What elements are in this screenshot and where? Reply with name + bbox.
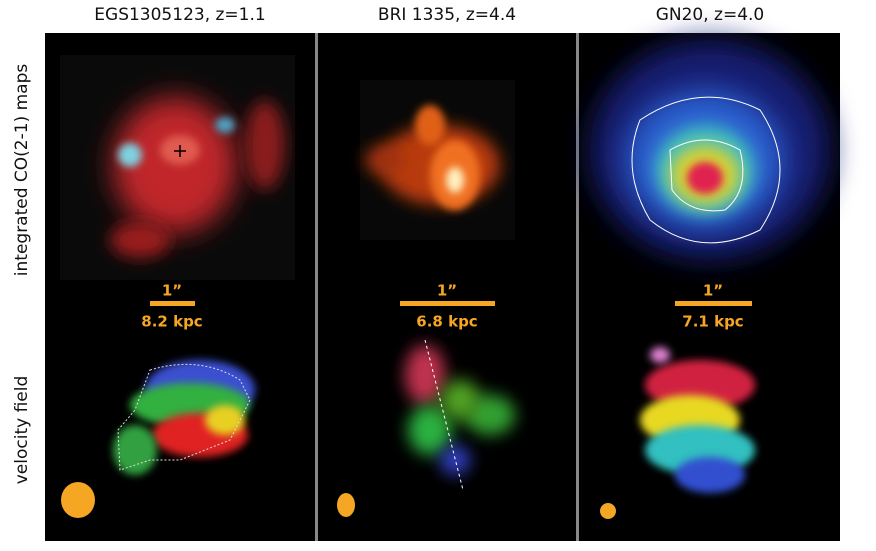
velocity-map-3 <box>600 347 755 519</box>
column-title: EGS1305123, z=1.1 <box>94 5 265 25</box>
scale-size: 6.8 kpc <box>416 313 477 331</box>
separator <box>315 33 318 541</box>
velocity-map-2 <box>337 339 515 517</box>
separator <box>576 33 579 541</box>
co-map-1 <box>60 55 295 280</box>
beam <box>61 482 95 518</box>
scale-size: 8.2 kpc <box>141 313 202 331</box>
scale-bar <box>150 301 195 306</box>
scale-bar <box>675 301 752 306</box>
column-title: GN20, z=4.0 <box>656 5 765 25</box>
scale-label: 1” <box>437 282 457 300</box>
beam <box>600 503 616 519</box>
row-label: velocity field <box>12 376 32 485</box>
beam <box>337 493 355 517</box>
column-title: BRI 1335, z=4.4 <box>378 5 516 25</box>
co-map-2 <box>360 80 515 240</box>
row-label: integrated CO(2-1) maps <box>12 64 32 277</box>
scale-bar <box>400 301 495 306</box>
scale-label: 1” <box>703 282 723 300</box>
scale-size: 7.1 kpc <box>682 313 743 331</box>
velocity-map-1 <box>61 360 255 518</box>
co-map-3 <box>590 40 830 260</box>
scale-label: 1” <box>162 282 182 300</box>
